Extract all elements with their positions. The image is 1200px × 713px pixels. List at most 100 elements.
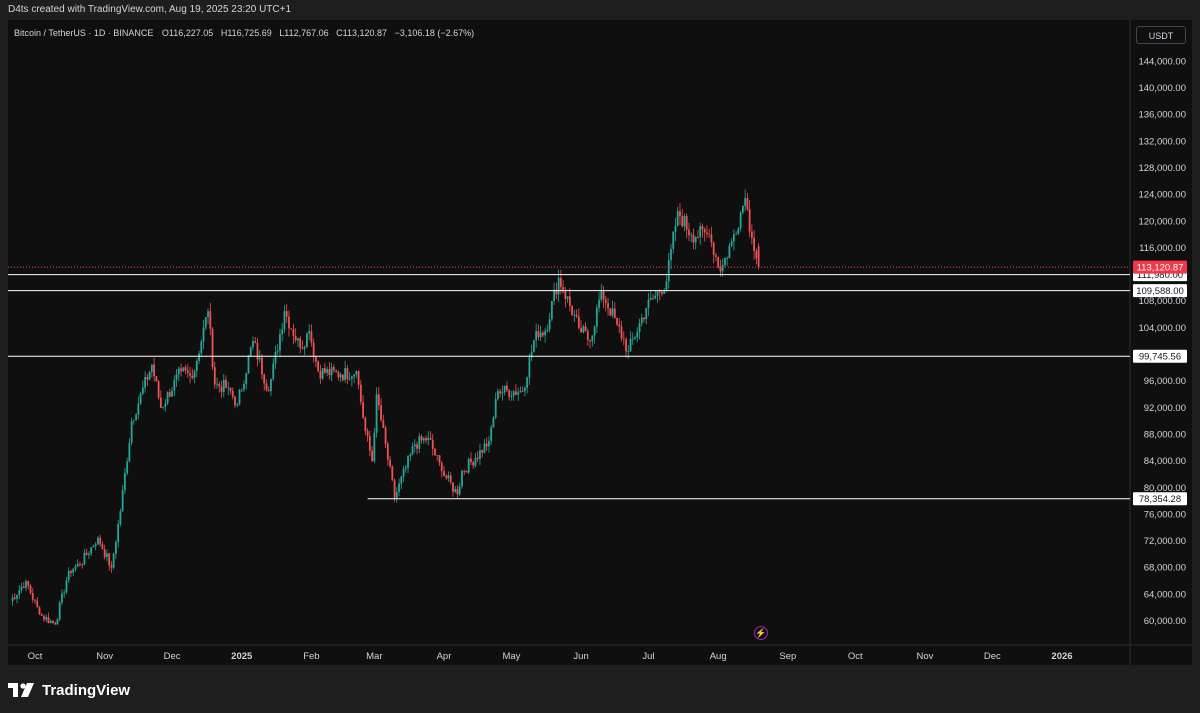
candle-body [690,234,693,236]
candle-body [58,602,61,620]
candle-body [189,373,191,376]
candle-body [236,404,239,406]
close-label: C [336,28,343,38]
candle-body [72,569,75,573]
candle-body [234,396,236,406]
candle-body [447,475,450,479]
candle-body [207,311,209,318]
candle-body [256,342,259,360]
low-value: 112,767.06 [284,28,329,38]
candle-body [182,367,185,372]
candle-body [620,326,623,339]
candle-body [88,553,90,555]
candle-body [393,480,396,498]
candle-body [683,216,686,227]
candle-body [391,466,394,481]
candle-body [121,490,124,512]
candle-body [746,197,749,210]
candle-body [573,314,576,316]
candle-body [335,370,338,372]
candle-body [755,250,758,259]
candle-body [629,338,632,352]
candle-body [110,565,113,568]
chart-panel[interactable] [8,20,1192,665]
candle-body [243,384,245,390]
candle-body [739,212,742,229]
candle-body [63,592,66,594]
y-tick-label: 68,000.00 [1144,563,1186,574]
candle-body [76,563,79,567]
candle-body [323,368,326,373]
candle-body [757,246,760,268]
candle-body [616,317,618,325]
candle-body [380,405,382,421]
candles [11,189,760,625]
candle-body [209,311,212,329]
candle-body [56,619,59,625]
candle-body [373,432,376,462]
candle-body [328,369,331,376]
candle-body [225,379,227,388]
candle-body [647,299,650,308]
candle-body [25,581,27,588]
candle-body [330,367,333,376]
candle-body [83,552,86,565]
candle-body [602,291,605,300]
candle-body [252,341,254,348]
y-tick-label: 76,000.00 [1144,509,1186,520]
candle-body [123,473,126,491]
candle-body [652,298,654,299]
candle-body [589,339,591,342]
candle-body [420,436,423,441]
y-tick-label: 96,000.00 [1144,376,1186,387]
lightning-icon[interactable]: ⚡ [754,626,768,640]
candle-body [79,563,81,565]
candle-body [524,387,526,392]
candle-body [22,586,25,588]
candle-body [348,378,351,380]
candle-body [90,547,93,554]
candle-body [699,226,702,238]
y-tick-label: 116,000.00 [1139,243,1186,254]
candle-body [586,331,589,340]
candle-body [456,489,459,495]
candle-body [375,394,378,433]
candle-body [521,391,524,392]
candle-body [285,311,288,317]
close-value: 113,120.87 [342,28,388,38]
candle-body [481,450,484,453]
candle-body [425,438,427,441]
candle-body [211,328,214,368]
x-tick-label: Dec [164,651,181,662]
candle-body [346,368,349,380]
candle-body [238,389,241,405]
candle-body [499,391,502,394]
candle-body [591,335,594,342]
candle-body [631,338,634,340]
x-tick-label: May [502,651,520,662]
candle-body [622,338,625,340]
y-tick-label: 84,000.00 [1144,456,1186,467]
candle-body [452,482,454,492]
candle-body [528,357,531,378]
candle-body [11,597,14,602]
candle-body [649,298,652,300]
candle-body [198,353,200,361]
candle-body [670,248,672,261]
candle-body [398,483,400,492]
candle-body [744,197,747,206]
price-badge-label: 109,588.00 [1136,286,1184,297]
candle-body [485,443,488,447]
candle-body [634,337,636,339]
candle-body [177,368,180,375]
x-tick-label: Oct [28,651,43,662]
candle-body [726,258,729,259]
candle-body [735,233,738,235]
candle-body [29,585,32,593]
candle-body [45,617,48,620]
candle-body [126,461,129,474]
currency-button[interactable]: USDT [1136,26,1186,44]
candle-body [706,232,708,234]
candle-body [467,458,470,473]
